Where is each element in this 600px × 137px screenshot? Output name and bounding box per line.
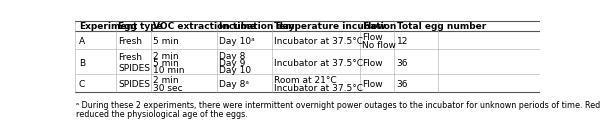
- Text: Day 9: Day 9: [219, 59, 245, 68]
- Text: SPIDES: SPIDES: [118, 64, 150, 73]
- Text: Incubator at 37.5°C: Incubator at 37.5°C: [274, 37, 363, 46]
- Text: No flow: No flow: [362, 41, 396, 50]
- Text: Day 8: Day 8: [219, 52, 245, 61]
- Text: Flow: Flow: [362, 59, 383, 68]
- Text: 2 min: 2 min: [153, 76, 179, 85]
- Text: A: A: [79, 37, 85, 46]
- Text: Experiment: Experiment: [79, 22, 137, 31]
- Text: reduced the physiological age of the eggs.: reduced the physiological age of the egg…: [76, 110, 248, 119]
- Text: Day 10: Day 10: [219, 66, 251, 75]
- Text: Incubator at 37.5°C: Incubator at 37.5°C: [274, 84, 363, 93]
- Text: 5 min: 5 min: [153, 37, 179, 46]
- Text: Incubation day: Incubation day: [219, 22, 295, 31]
- Text: 36: 36: [397, 80, 408, 89]
- Text: 2 min: 2 min: [153, 52, 179, 61]
- Text: Temperature incubation: Temperature incubation: [274, 22, 397, 31]
- Text: 10 min: 10 min: [153, 66, 185, 75]
- Text: Flow: Flow: [362, 33, 383, 42]
- Text: VOC extraction time: VOC extraction time: [153, 22, 256, 31]
- Text: Flow: Flow: [362, 22, 386, 31]
- Text: SPIDES: SPIDES: [118, 80, 150, 89]
- Text: Egg type: Egg type: [118, 22, 163, 31]
- Text: Incubator at 37.5°C: Incubator at 37.5°C: [274, 59, 363, 68]
- Text: Fresh: Fresh: [118, 37, 142, 46]
- Text: Flow: Flow: [362, 80, 383, 89]
- Text: ᵃ During these 2 experiments, there were intermittent overnight power outages to: ᵃ During these 2 experiments, there were…: [76, 101, 600, 110]
- Text: B: B: [79, 59, 85, 68]
- Text: Day 8ᵃ: Day 8ᵃ: [219, 80, 249, 89]
- Text: 5 min: 5 min: [153, 59, 179, 68]
- Text: Total egg number: Total egg number: [397, 22, 486, 31]
- Text: 12: 12: [397, 37, 408, 46]
- Text: 36: 36: [397, 59, 408, 68]
- Text: Room at 21°C: Room at 21°C: [274, 76, 337, 85]
- Text: C: C: [79, 80, 85, 89]
- Text: Day 10ᵃ: Day 10ᵃ: [219, 37, 255, 46]
- Text: 30 sec: 30 sec: [153, 84, 183, 93]
- Text: Fresh: Fresh: [118, 53, 142, 62]
